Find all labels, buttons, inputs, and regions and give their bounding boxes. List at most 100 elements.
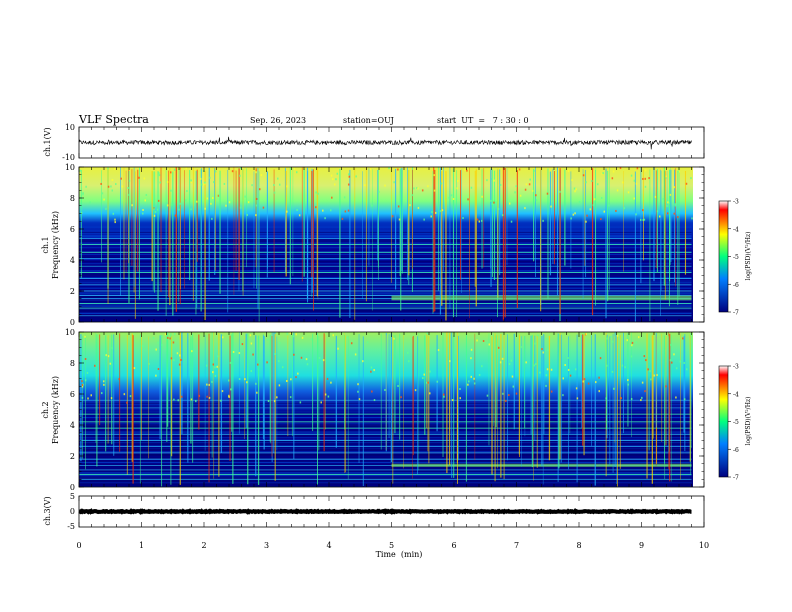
noise-striation (79, 439, 692, 441)
speckle (669, 359, 672, 362)
speckle (180, 358, 182, 361)
speckle (370, 370, 372, 373)
speckle (159, 181, 162, 184)
speckle (510, 220, 513, 223)
speckle (85, 185, 87, 188)
speckle (608, 204, 610, 207)
speckle (452, 198, 455, 201)
speckle (255, 214, 257, 217)
ch1-waveform-ytick-bottom: -10 (62, 153, 75, 162)
noise-striation (79, 230, 692, 232)
speckle (671, 361, 673, 364)
ch1-waveform-trace (78, 136, 692, 150)
speckle (591, 180, 593, 183)
frequency-tick-label: 10 (65, 163, 75, 172)
speckle (86, 371, 89, 374)
noise-striation (79, 242, 692, 244)
speckle (300, 356, 303, 359)
speckle (388, 167, 390, 170)
speckle (90, 394, 92, 397)
noise-striation (79, 232, 692, 234)
speckle (166, 204, 169, 207)
noise-striation (79, 449, 692, 451)
speckle (289, 332, 292, 335)
speckle (362, 360, 364, 363)
speckle (430, 215, 432, 218)
speckle (585, 220, 587, 223)
speckle (636, 167, 639, 170)
speckle (429, 370, 431, 373)
noise-striation (79, 299, 692, 301)
speckle (111, 179, 114, 182)
speckle (205, 364, 208, 367)
ch1-colorbar-label: log(PSD)(V²/Hz) (745, 232, 752, 281)
speckle (206, 383, 208, 386)
speckle (220, 399, 222, 402)
speckle (491, 178, 494, 181)
noise-striation (79, 277, 692, 278)
speckle (179, 354, 181, 357)
speckle (393, 181, 395, 184)
noise-striation (79, 454, 692, 455)
time-tick-label: 7 (514, 541, 519, 550)
speckle (103, 383, 105, 386)
noise-striation (79, 263, 692, 265)
speckle (208, 383, 210, 386)
speckle (289, 396, 292, 399)
speckle (111, 189, 114, 192)
speckle (476, 339, 478, 342)
speckle (674, 203, 676, 206)
noise-striation (79, 287, 692, 289)
speckle (391, 215, 394, 218)
ch2-spectrogram-ticks: 0 2 4 6 8 10 (65, 328, 705, 492)
speckle (82, 193, 84, 196)
speckle (255, 382, 257, 385)
ch1-waveform-ticks (78, 127, 705, 158)
speckle (467, 198, 469, 201)
speckle (295, 171, 298, 174)
speckle (635, 182, 638, 185)
speckle (142, 209, 144, 212)
speckle (299, 401, 302, 404)
speckle (204, 181, 206, 184)
noise-striation (79, 431, 692, 433)
ch2-colorbar (718, 365, 729, 478)
speckle (79, 169, 82, 172)
speckle (434, 211, 437, 214)
speckle (138, 176, 140, 179)
noise-striation (79, 483, 692, 485)
speckle (326, 377, 329, 380)
speckle (650, 378, 652, 381)
speckle (501, 214, 504, 217)
speckle (429, 392, 431, 395)
speckle (229, 361, 232, 364)
speckle (550, 205, 552, 208)
speckle (611, 177, 614, 180)
speckle (631, 344, 633, 347)
speckle (214, 366, 216, 369)
speckle (567, 356, 569, 359)
noise-striation (79, 457, 692, 459)
noise-striation (79, 241, 692, 243)
ch3-waveform-ytick-bottom: -5 (67, 522, 75, 531)
speckle (397, 205, 400, 208)
noise-striation (79, 308, 692, 310)
speckle (110, 397, 113, 400)
speckle (535, 194, 537, 197)
speckle (623, 207, 625, 210)
speckle (173, 398, 175, 401)
noise-striation (79, 460, 692, 462)
speckle (575, 387, 578, 390)
speckle (82, 383, 85, 386)
speckle (575, 368, 577, 371)
speckle (129, 395, 132, 398)
speckle (398, 218, 401, 221)
speckle (211, 380, 213, 383)
speckle (315, 206, 317, 209)
speckle (662, 198, 665, 201)
speckle (550, 390, 553, 393)
speckle (598, 390, 600, 393)
speckle (589, 208, 592, 211)
speckle (330, 174, 333, 177)
